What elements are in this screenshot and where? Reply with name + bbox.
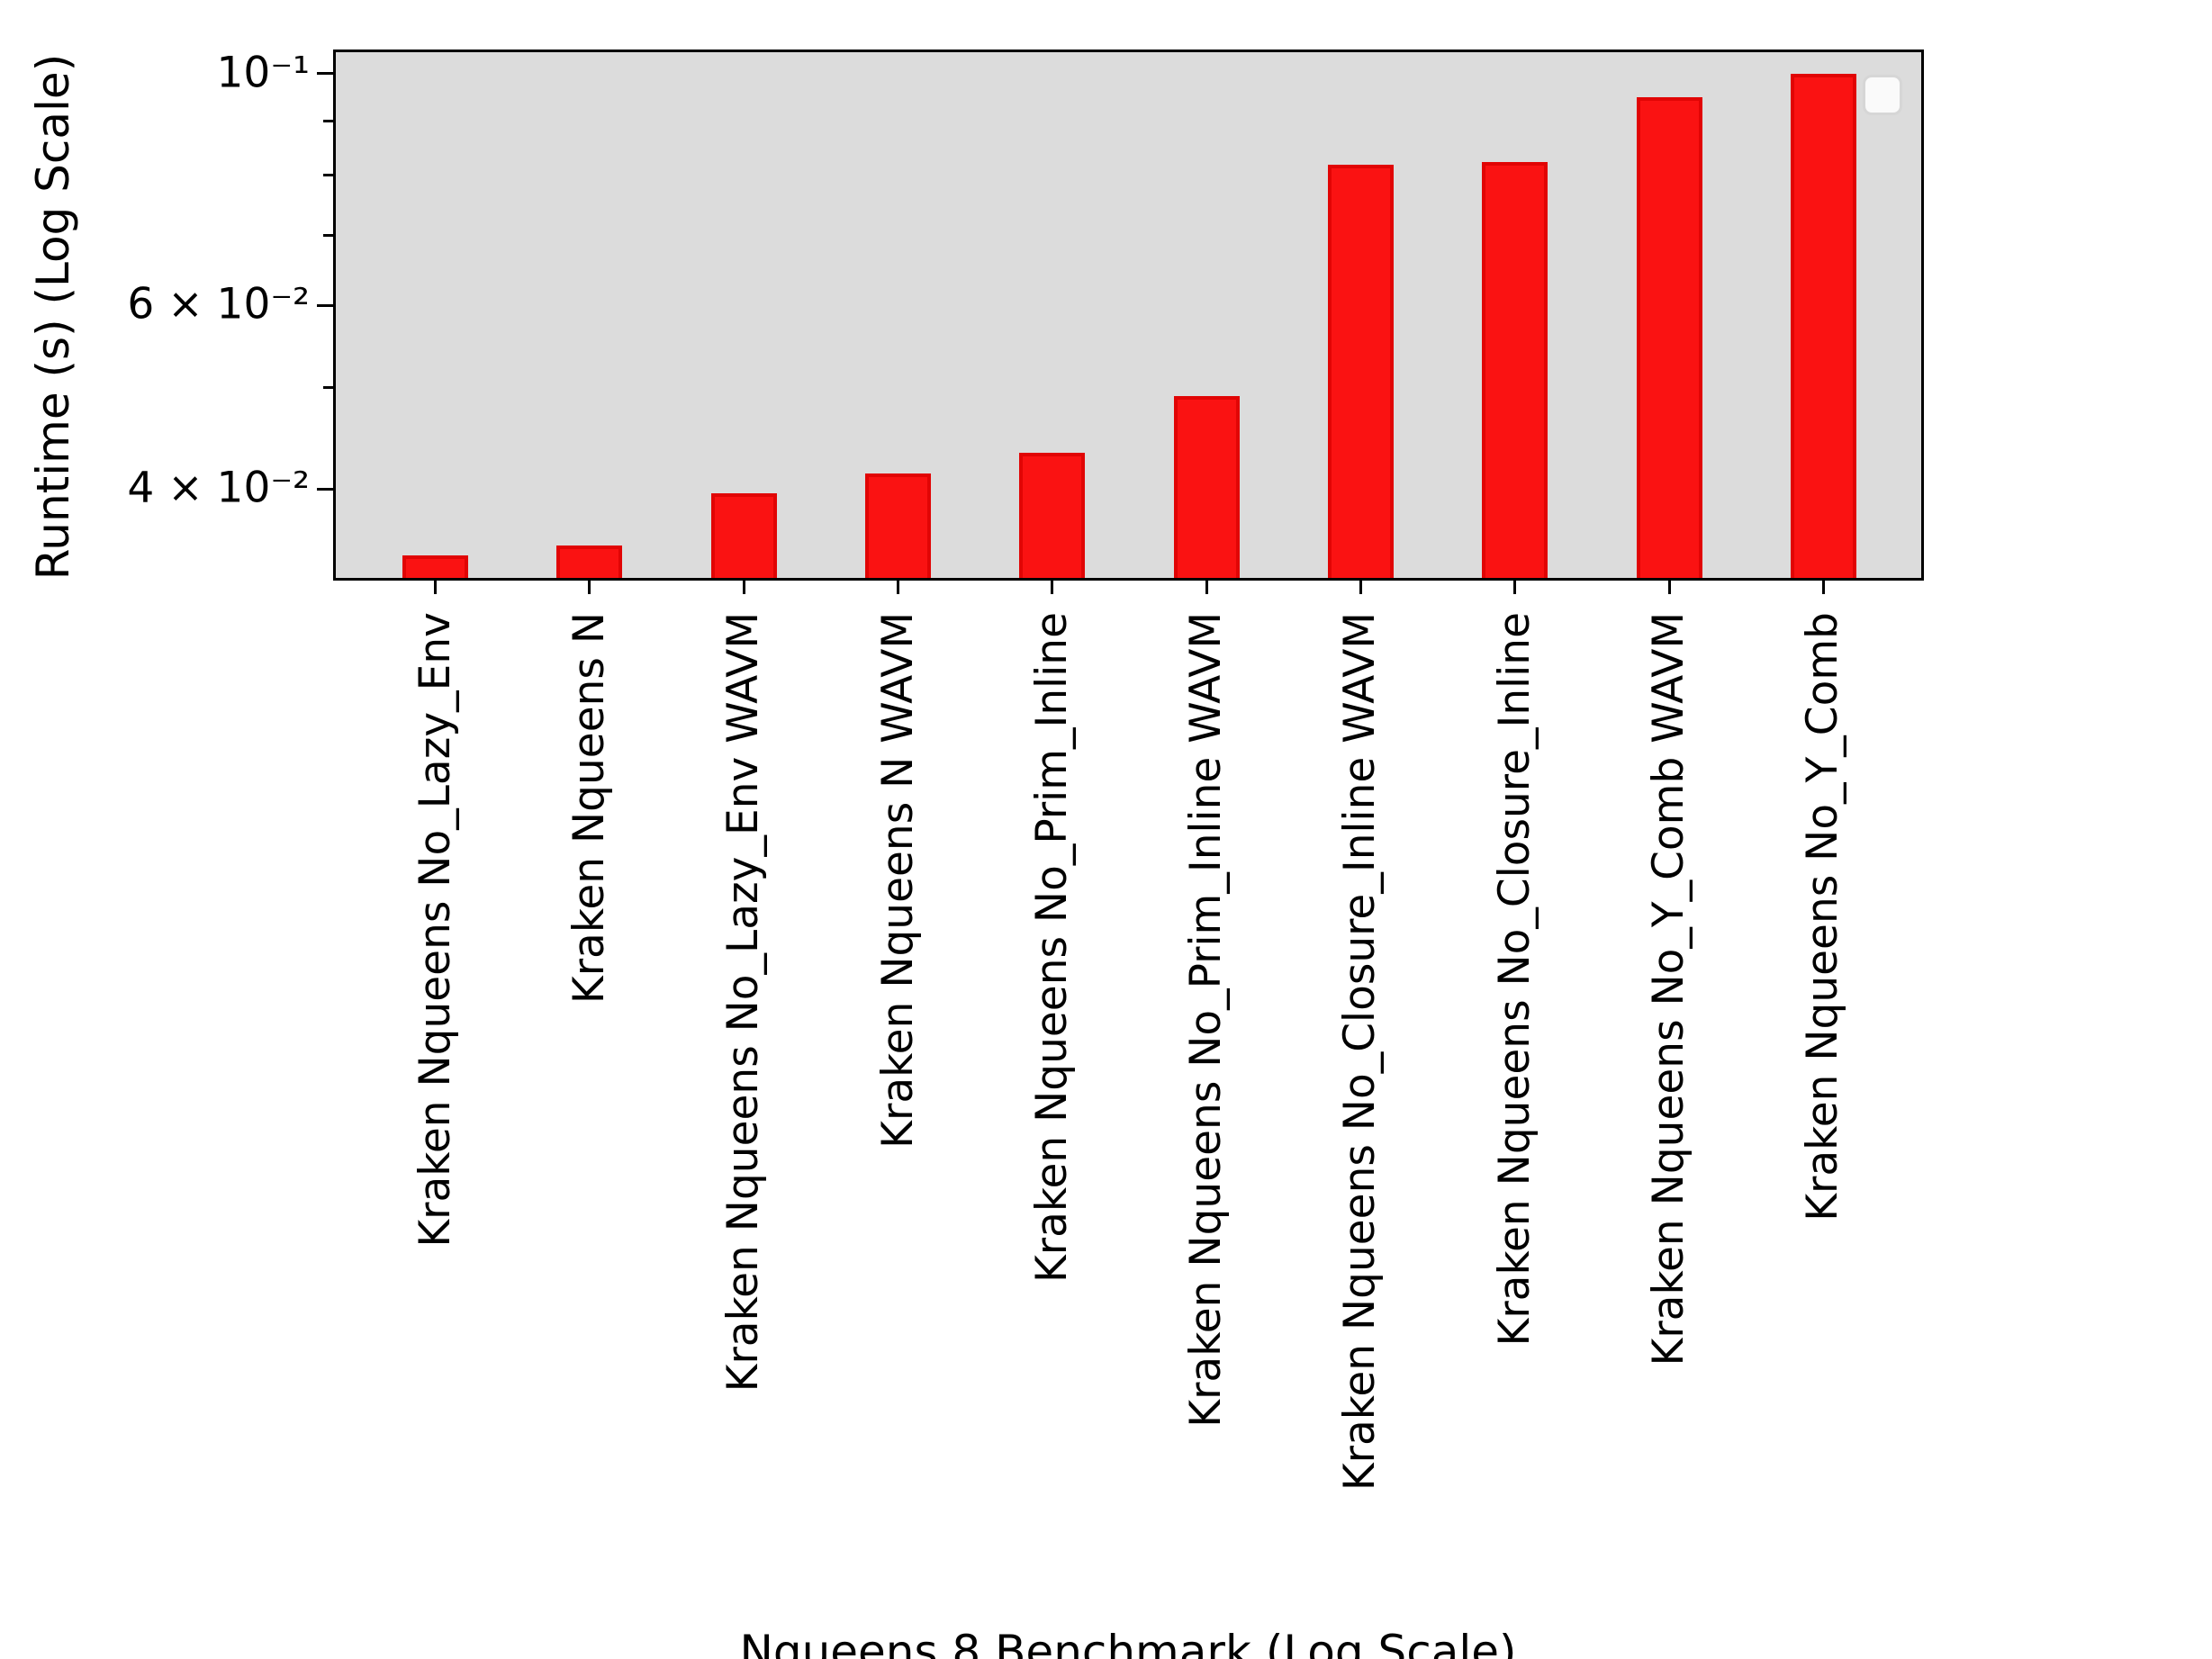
bar [1482, 162, 1548, 578]
bar [556, 545, 623, 578]
x-tick [897, 581, 899, 594]
x-axis-title: Nqueens 8 Benchmark (Log Scale) [739, 1626, 1517, 1659]
x-tick [1667, 581, 1671, 594]
bar [402, 555, 469, 578]
x-tick [1821, 581, 1825, 594]
x-tick-label: Kraken Nqueens N WAVM [872, 612, 923, 1149]
y-tick-major [317, 487, 333, 491]
bar [1790, 74, 1856, 578]
x-tick-label: Kraken Nqueens No_Y_Comb WAVM [1643, 612, 1693, 1366]
y-tick-label: 4 × 10⁻² [127, 463, 310, 513]
bar [1173, 396, 1240, 578]
y-tick-major [317, 303, 333, 307]
y-tick-minor [323, 173, 333, 176]
x-tick-label: Kraken Nqueens No_Y_Comb [1798, 612, 1848, 1222]
x-tick [1205, 581, 1208, 594]
x-tick-label: Kraken Nqueens N [564, 612, 614, 1005]
bar [1327, 164, 1394, 578]
y-axis-label: Runtime (s) (Log Scale) [27, 53, 79, 581]
y-tick-minor [323, 233, 333, 237]
y-tick-label: 6 × 10⁻² [127, 279, 310, 329]
bar [1636, 97, 1702, 578]
bar [1019, 453, 1086, 578]
y-tick-minor [323, 120, 333, 123]
x-tick-label: Kraken Nqueens No_Prim_Inline [1026, 612, 1077, 1284]
x-tick [1051, 581, 1054, 594]
y-tick-major [317, 72, 333, 75]
bar [710, 493, 777, 578]
x-tick [742, 581, 745, 594]
x-tick-label: Kraken Nqueens No_Prim_Inline WAVM [1181, 612, 1232, 1428]
x-tick [1513, 581, 1517, 594]
y-tick-minor [323, 386, 333, 390]
y-tick-label: 10⁻¹ [216, 48, 310, 98]
legend-box [1863, 75, 1902, 115]
x-tick [1359, 581, 1362, 594]
x-tick-label: Kraken Nqueens No_Lazy_Env [410, 612, 460, 1248]
x-tick-label: Kraken Nqueens No_Lazy_Env WAVM [718, 612, 769, 1393]
x-tick [434, 581, 438, 594]
x-tick [588, 581, 591, 594]
x-tick-label: Kraken Nqueens No_Closure_Inline WAVM [1335, 612, 1386, 1492]
x-tick-label: Kraken Nqueens No_Closure_Inline [1489, 612, 1539, 1347]
bar [865, 473, 931, 578]
